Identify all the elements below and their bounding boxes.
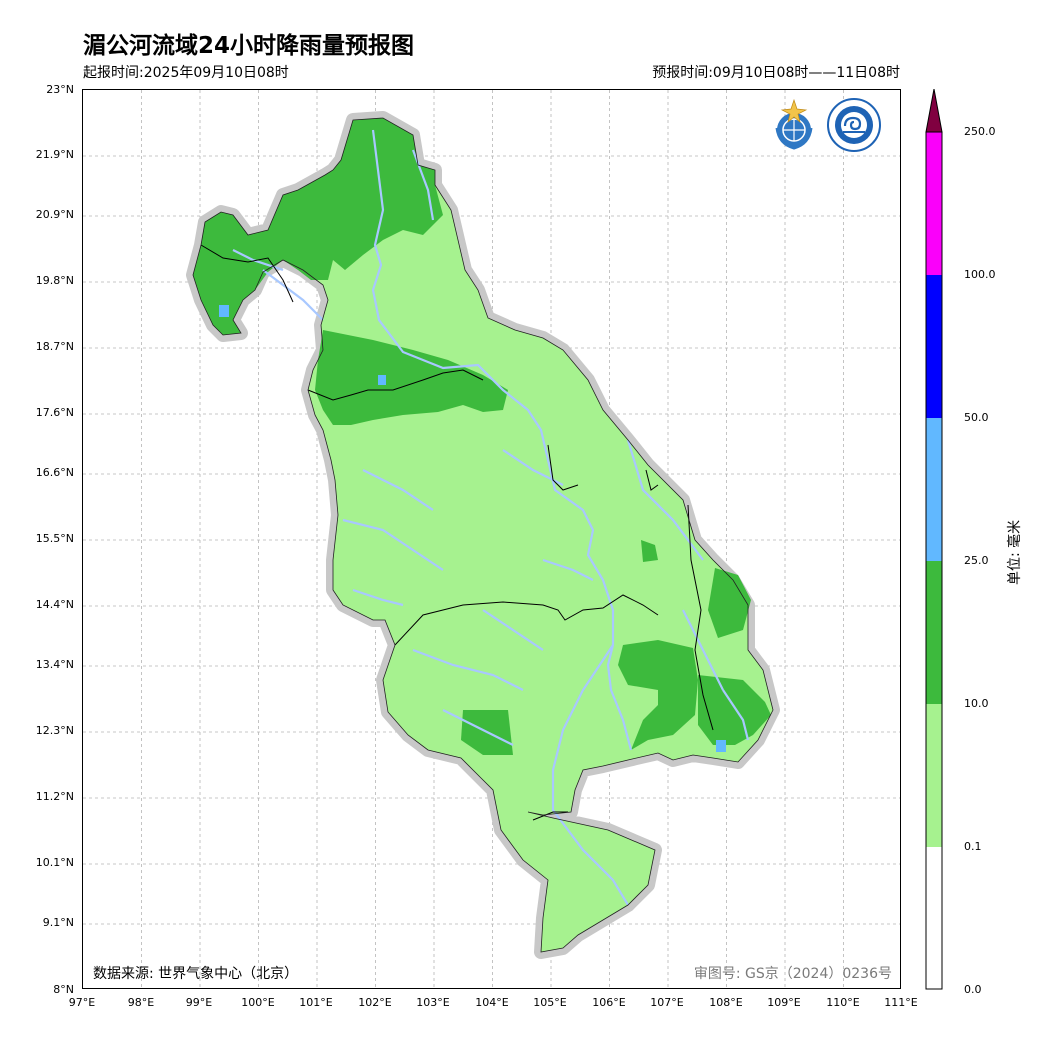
x-tick-label: 108°E xyxy=(709,996,743,1009)
colorbar-band-50-100 xyxy=(926,275,942,418)
data-source-note: 数据来源: 世界气象中心（北京） xyxy=(93,966,299,982)
colorbar-band-25-50 xyxy=(926,418,942,561)
country-borders xyxy=(200,244,714,821)
y-tick-label: 19.8°N xyxy=(35,274,74,287)
x-tick-label: 103°E xyxy=(416,996,450,1009)
x-tick-label: 110°E xyxy=(826,996,860,1009)
y-tick-label: 23°N xyxy=(46,83,74,96)
x-tick-label: 102°E xyxy=(358,996,392,1009)
rain-10-to-25-areas xyxy=(193,118,771,755)
colorbar-unit-label: 单位: 毫米 xyxy=(1007,519,1023,585)
colorbar-level-label: 50.0 xyxy=(964,411,989,424)
y-tick-label: 8°N xyxy=(53,983,74,996)
rain-25-to-50-spots xyxy=(219,305,726,752)
forecast-period: 预报时间:09月10日08时——11日08时 xyxy=(652,65,900,81)
y-tick-label: 9.1°N xyxy=(42,916,74,929)
x-tick-label: 106°E xyxy=(592,996,626,1009)
wmo-emblem-icon xyxy=(775,98,813,150)
colorbar xyxy=(925,89,943,990)
colorbar-band-100-250 xyxy=(926,132,942,275)
colorbar-level-label: 0.0 xyxy=(964,983,982,996)
y-tick-label: 15.5°N xyxy=(35,532,74,545)
colorbar-band-10-25 xyxy=(926,561,942,704)
colorbar-extend-arrow xyxy=(925,89,943,133)
colorbar-level-label: 250.0 xyxy=(964,125,996,138)
x-tick-label: 104°E xyxy=(475,996,509,1009)
x-tick-label: 111°E xyxy=(884,996,918,1009)
map-plot-area: 数据来源: 世界气象中心（北京） 审图号: GS京（2024）0236号 xyxy=(82,89,901,989)
y-tick-label: 10.1°N xyxy=(35,856,74,869)
map-title: 湄公河流域24小时降雨量预报图 xyxy=(83,33,415,59)
y-tick-label: 14.4°N xyxy=(35,598,74,611)
y-tick-label: 13.4°N xyxy=(35,658,74,671)
y-tick-label: 21.9°N xyxy=(35,148,74,161)
basin-map xyxy=(83,90,900,988)
y-tick-label: 17.6°N xyxy=(35,406,74,419)
x-tick-label: 101°E xyxy=(299,996,333,1009)
x-tick-label: 99°E xyxy=(185,996,213,1009)
x-tick-label: 109°E xyxy=(767,996,801,1009)
river-network xyxy=(232,129,750,906)
colorbar-level-label: 0.1 xyxy=(964,840,982,853)
y-tick-label: 12.3°N xyxy=(35,724,74,737)
x-tick-label: 98°E xyxy=(127,996,155,1009)
issue-time: 起报时间:2025年09月10日08时 xyxy=(83,65,289,81)
y-tick-label: 18.7°N xyxy=(35,340,74,353)
x-tick-label: 100°E xyxy=(241,996,275,1009)
map-review-number: 审图号: GS京（2024）0236号 xyxy=(693,966,892,982)
y-tick-label: 16.6°N xyxy=(35,466,74,479)
colorbar-level-label: 10.0 xyxy=(964,697,989,710)
x-tick-label: 97°E xyxy=(68,996,96,1009)
colorbar-band-0-1-10 xyxy=(926,704,942,847)
x-tick-label: 107°E xyxy=(650,996,684,1009)
colorbar-level-label: 100.0 xyxy=(964,268,996,281)
y-tick-label: 20.9°N xyxy=(35,208,74,221)
cma-emblem-icon xyxy=(827,98,881,152)
y-tick-label: 11.2°N xyxy=(35,790,74,803)
x-tick-label: 105°E xyxy=(533,996,567,1009)
colorbar-band-0-0-1 xyxy=(926,847,942,989)
colorbar-level-label: 25.0 xyxy=(964,554,989,567)
